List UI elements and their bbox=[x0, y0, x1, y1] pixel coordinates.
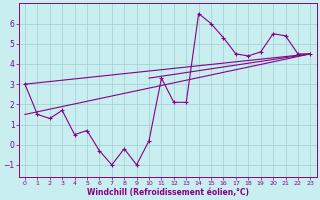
X-axis label: Windchill (Refroidissement éolien,°C): Windchill (Refroidissement éolien,°C) bbox=[87, 188, 249, 197]
